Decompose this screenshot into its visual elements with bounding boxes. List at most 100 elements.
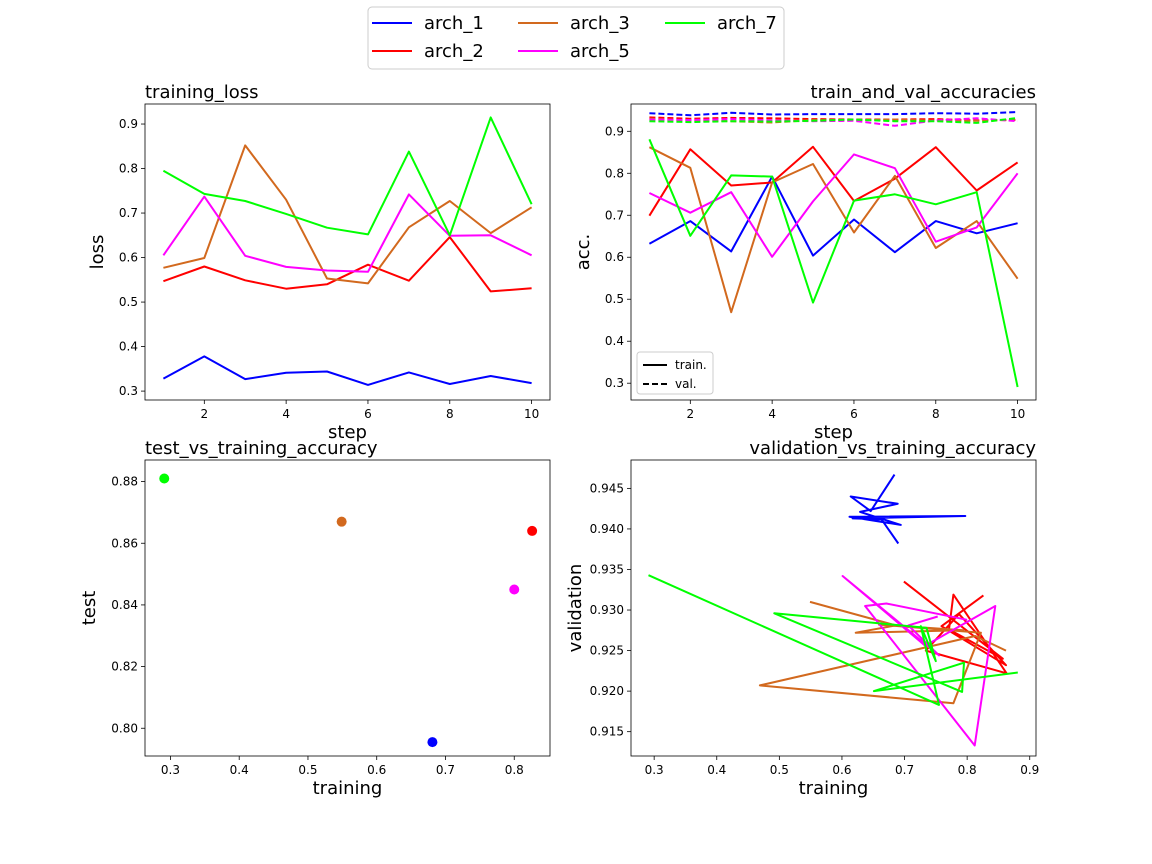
x-tick-label: 0.8 — [958, 763, 977, 777]
y-tick-label: 0.930 — [590, 603, 624, 617]
y-tick-label: 0.88 — [111, 475, 138, 489]
series-line-arch_1-val — [649, 111, 1018, 117]
x-tick-label: 0.9 — [1020, 763, 1039, 777]
x-tick-label: 0.3 — [161, 763, 180, 777]
x-tick-label: 8 — [932, 407, 940, 421]
y-axis-label: test — [79, 591, 100, 626]
y-tick-label: 0.84 — [111, 598, 138, 612]
scatter-point-arch_7 — [159, 473, 170, 484]
y-tick-label: 0.82 — [111, 660, 138, 674]
x-tick-label: 6 — [364, 407, 372, 421]
x-tick-label: 10 — [1010, 407, 1025, 421]
y-tick-label: 0.3 — [119, 384, 138, 398]
style-legend-label: train. — [675, 358, 707, 372]
series-line-arch_1 — [648, 175, 1018, 257]
y-tick-label: 0.925 — [590, 644, 624, 658]
y-tick-label: 0.7 — [119, 206, 138, 220]
x-tick-label: 2 — [686, 407, 694, 421]
figure-legend-label: arch_5 — [570, 41, 630, 62]
plot-frame — [630, 459, 1037, 757]
series-line-arch_5 — [162, 193, 533, 273]
x-axis-label: step — [328, 422, 367, 443]
y-tick-label: 0.3 — [605, 376, 624, 390]
scatter-point-arch_1 — [427, 737, 438, 748]
style-legend: train. val. — [636, 351, 714, 395]
plot-data — [159, 473, 538, 748]
scatter-point-arch_5 — [509, 584, 520, 595]
plot-frame — [144, 459, 551, 757]
y-tick-label: 0.7 — [605, 208, 624, 222]
figure-legend-label: arch_1 — [424, 13, 484, 34]
y-tick-label: 0.5 — [605, 292, 624, 306]
plot-frame — [144, 103, 551, 401]
validation-vs-training-panel: validation_vs_training_accuracy 0.3 0.4 0.5… — [565, 438, 1039, 799]
series-line-arch_1 — [162, 355, 532, 386]
y-tick-label: 0.945 — [590, 481, 624, 495]
series-line-arch_7 — [648, 138, 1019, 388]
y-tick-label: 0.920 — [590, 684, 624, 698]
chart-title: validation_vs_training_accuracy — [749, 438, 1036, 459]
series-line-arch_7-val — [649, 116, 1018, 124]
figure-legend-label: arch_7 — [717, 13, 777, 34]
y-axis-label: acc. — [573, 234, 594, 271]
x-tick-label: 0.6 — [832, 763, 851, 777]
y-tick-label: 0.940 — [590, 522, 624, 536]
series-line-arch_2 — [648, 145, 1019, 217]
y-tick-label: 0.86 — [111, 536, 138, 550]
series-line-arch_3 — [163, 144, 533, 285]
y-tick-label: 0.8 — [605, 166, 624, 180]
x-tick-label: 2 — [200, 407, 208, 421]
y-tick-label: 0.915 — [590, 725, 624, 739]
x-tick-label: 0.3 — [645, 763, 664, 777]
style-legend-label: val. — [675, 377, 697, 391]
series-line-arch_5 — [648, 153, 1019, 258]
series-line-arch_7 — [162, 116, 533, 237]
figure-legend: arch_1 arch_2 arch_3 arch_5 arch_7 — [367, 6, 785, 70]
y-tick-label: 0.5 — [119, 295, 138, 309]
test-vs-training-panel: test_vs_training_accuracy 0.3 0.4 0.5 0.6 0.7… — [79, 438, 551, 799]
x-tick-label: 0.5 — [770, 763, 789, 777]
x-tick-label: 10 — [524, 407, 539, 421]
x-tick-label: 0.6 — [367, 763, 386, 777]
train-val-accuracies-panel: train_and_val_accuracies 2 4 6 8 10 0.3 0.4 0.5 0… — [573, 82, 1037, 443]
x-tick-label: 4 — [768, 407, 776, 421]
y-axis-label: validation — [565, 564, 586, 653]
series-line-arch_3 — [648, 146, 1019, 314]
y-tick-label: 0.4 — [119, 340, 138, 354]
series-line-arch_1 — [848, 474, 967, 545]
x-tick-label: 0.7 — [436, 763, 455, 777]
plot-frame — [630, 103, 1037, 401]
figure-legend-label: arch_2 — [424, 41, 484, 62]
y-tick-label: 0.80 — [111, 721, 138, 735]
chart-title: test_vs_training_accuracy — [145, 438, 378, 459]
chart-title: train_and_val_accuracies — [811, 82, 1036, 103]
y-tick-label: 0.6 — [605, 250, 624, 264]
chart-title: training_loss — [145, 82, 259, 103]
scatter-point-arch_3 — [336, 516, 347, 527]
x-tick-label: 0.7 — [895, 763, 914, 777]
x-tick-label: 8 — [446, 407, 454, 421]
y-tick-label: 0.9 — [119, 117, 138, 131]
y-tick-label: 0.4 — [605, 334, 624, 348]
y-tick-label: 0.8 — [119, 162, 138, 176]
y-tick-label: 0.935 — [590, 562, 624, 576]
y-tick-label: 0.6 — [119, 251, 138, 265]
series-line-arch_7 — [648, 574, 1018, 706]
x-tick-label: 0.5 — [298, 763, 317, 777]
x-tick-label: 0.4 — [230, 763, 249, 777]
y-tick-label: 0.9 — [605, 124, 624, 138]
plot-data — [648, 111, 1019, 388]
plot-data — [648, 474, 1018, 747]
x-tick-label: 6 — [850, 407, 858, 421]
y-axis-label: loss — [87, 235, 108, 270]
plot-data — [162, 116, 533, 386]
x-tick-label: 0.8 — [505, 763, 524, 777]
figure-legend-label: arch_3 — [570, 13, 630, 34]
series-line-arch_3 — [758, 600, 1007, 705]
x-tick-label: 4 — [282, 407, 290, 421]
x-axis-label: step — [814, 422, 853, 443]
x-tick-label: 0.4 — [707, 763, 726, 777]
training-loss-panel: training_loss 2 4 6 8 10 0.3 0.4 0.5 0.6 0.7 0.8 0.9… — [87, 82, 551, 443]
x-axis-label: training — [799, 778, 869, 799]
